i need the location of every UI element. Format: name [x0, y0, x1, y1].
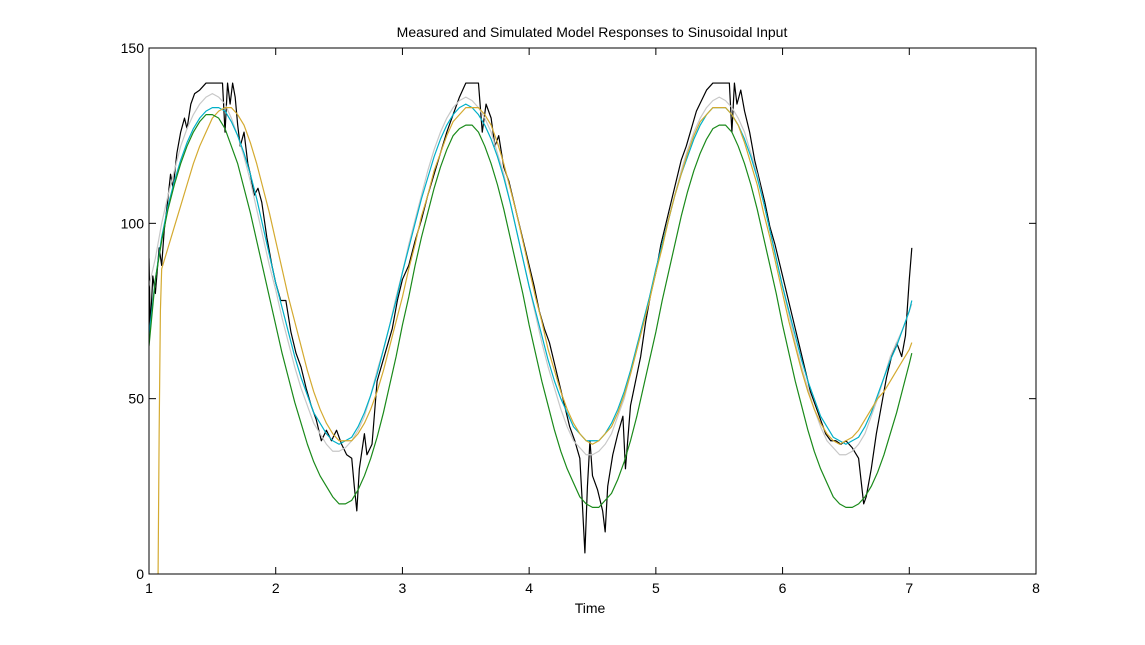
series-line-simulated-cyan [149, 103, 913, 445]
x-tick-label: 4 [525, 580, 533, 596]
x-tick-label: 1 [145, 580, 153, 596]
x-tick-label: 8 [1032, 580, 1040, 596]
series-line-simulated-gold [149, 107, 913, 574]
x-tick-label: 7 [905, 580, 913, 596]
y-tick-label: 0 [136, 566, 144, 582]
y-tick-label: 100 [121, 215, 145, 231]
x-tick-label: 3 [399, 580, 407, 596]
plot-area [149, 48, 1036, 574]
x-axis-label: Time [575, 600, 606, 616]
series-layer [149, 82, 913, 574]
series-line-simulated-green [149, 114, 913, 508]
x-tick-label: 6 [779, 580, 787, 596]
chart-title: Measured and Simulated Model Responses t… [397, 24, 788, 40]
x-tick-label: 2 [272, 580, 280, 596]
y-tick-label: 50 [128, 391, 144, 407]
y-tick-label: 150 [121, 40, 145, 56]
axes-box [148, 47, 1037, 575]
x-tick-label: 5 [652, 580, 660, 596]
x-axis: 1 2 3 4 5 6 7 8 [145, 48, 1040, 596]
y-axis: 0 50 100 150 [121, 40, 1036, 582]
